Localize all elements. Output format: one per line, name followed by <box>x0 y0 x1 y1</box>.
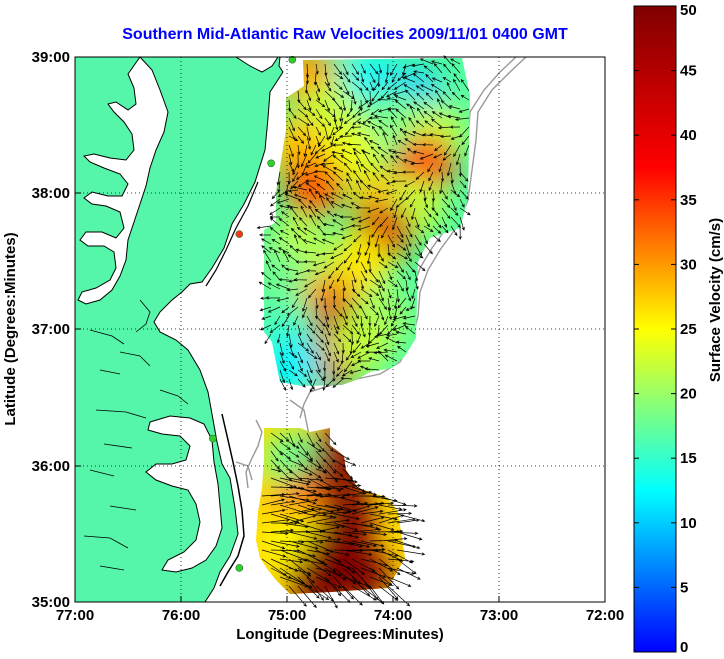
radar-station-marker <box>209 434 217 443</box>
colorbar-tick-label: 0 <box>680 639 688 656</box>
outer-banks <box>219 413 245 587</box>
y-tick-labels: 35:00 36:00 37:00 38:00 39:00 <box>32 49 70 611</box>
grid-lines <box>75 57 605 602</box>
pamlico-sound <box>145 415 223 573</box>
colorbar: 0 5 10 15 20 25 30 35 40 45 50 Surface Velocity (c… <box>633 2 724 656</box>
speed-cell <box>331 313 392 374</box>
chart-title: Southern Mid-Atlantic Raw Velocities 200… <box>122 26 568 43</box>
x-tick-label: 75:00 <box>268 607 306 624</box>
radar-station-marker <box>267 159 275 168</box>
colorbar-tick-label: 40 <box>680 127 697 144</box>
x-tick-label: 74:00 <box>374 607 412 624</box>
radar-station-marker <box>235 230 244 238</box>
speed-cell <box>288 551 349 594</box>
colorbar-tick-label: 35 <box>680 192 697 209</box>
colorbar-tick-label: 15 <box>680 450 697 467</box>
velocity-vectors <box>256 55 471 609</box>
colorbar-tick-label: 45 <box>680 63 697 80</box>
x-axis-label: Longitude (Degrees:Minutes) <box>236 626 444 643</box>
x-tick-labels: 77:00 76:00 75:00 74:00 73:00 72:00 <box>56 607 624 624</box>
y-tick-label: 35:00 <box>32 594 70 611</box>
speed-cell <box>283 156 344 217</box>
colorbar-tick-label: 30 <box>680 256 697 273</box>
y-tick-label: 36:00 <box>32 458 70 475</box>
tick-marks <box>74 192 606 602</box>
vector-arrows <box>256 55 471 609</box>
x-tick-label: 77:00 <box>56 607 94 624</box>
radar-stations <box>209 55 297 572</box>
river-inlets <box>83 299 189 571</box>
x-tick-label: 76:00 <box>162 607 200 624</box>
colorbar-tick-label: 10 <box>680 515 697 532</box>
colorbar-ticks: 0 5 10 15 20 25 30 35 40 45 50 <box>634 2 697 656</box>
radar-station-marker <box>235 564 244 572</box>
y-tick-label: 38:00 <box>32 185 70 202</box>
x-tick-label: 72:00 <box>586 607 624 624</box>
delmarva-islands <box>205 181 259 287</box>
y-axis-label: Latitude (Degrees:Minutes) <box>2 232 19 425</box>
chesapeake-bay <box>77 57 169 305</box>
y-tick-label: 37:00 <box>32 321 70 338</box>
radar-station-marker <box>288 55 297 64</box>
colorbar-tick-label: 5 <box>680 579 688 596</box>
colorbar-tick-label: 50 <box>680 2 697 19</box>
colorbar-tick-label: 20 <box>680 386 697 403</box>
y-tick-label: 39:00 <box>32 49 70 66</box>
x-tick-label: 73:00 <box>480 607 518 624</box>
colorbar-label: Surface Velocity (cm/s) <box>707 218 724 382</box>
colorbar-gradient <box>633 5 677 653</box>
delaware-bay <box>235 57 279 73</box>
colorbar-tick-label: 25 <box>680 321 697 338</box>
